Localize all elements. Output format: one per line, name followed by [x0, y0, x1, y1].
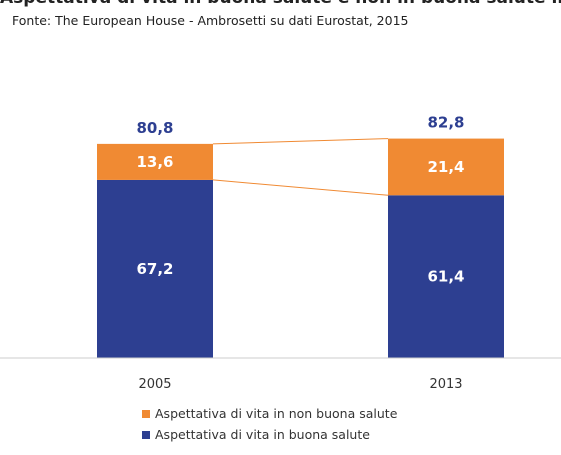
data-label-buona-salute-2005: 67,2: [136, 260, 173, 278]
x-tick-label-2013: 2013: [429, 377, 462, 392]
legend-label-non-buona-salute: Aspettativa di vita in non buona salute: [155, 406, 398, 421]
connector-line-top: [212, 138, 389, 145]
data-label-buona-salute-2013: 61,4: [427, 268, 464, 286]
legend-swatch-orange: [142, 409, 150, 418]
legend-item-buona-salute: Aspettativa di vita in buona salute: [142, 424, 397, 445]
total-label-2005: 80,8: [136, 119, 173, 137]
data-label-non-buona-salute-2013: 21,4: [427, 158, 464, 176]
bar-non-buona-salute-2005: [97, 143, 213, 180]
bar-buona-salute-2013: [388, 195, 504, 358]
legend-label-buona-salute: Aspettativa di vita in buona salute: [155, 427, 370, 442]
bar-buona-salute-2005: [97, 179, 213, 358]
legend-item-non-buona-salute: Aspettativa di vita in non buona salute: [142, 403, 397, 424]
total-label-2013: 82,8: [427, 114, 464, 132]
legend-swatch-blue: [142, 430, 150, 439]
bar-non-buona-salute-2013: [388, 138, 504, 196]
x-tick-label-2005: 2005: [138, 377, 171, 392]
chart-legend: Aspettativa di vita in non buona salute …: [142, 403, 397, 445]
connector-line-split: [212, 179, 389, 196]
data-label-non-buona-salute-2005: 13,6: [136, 153, 173, 171]
chart-subtitle: Fonte: The European House - Ambrosetti s…: [12, 13, 409, 28]
chart-title: Aspettativa di vita in buona salute e no…: [0, 0, 561, 8]
